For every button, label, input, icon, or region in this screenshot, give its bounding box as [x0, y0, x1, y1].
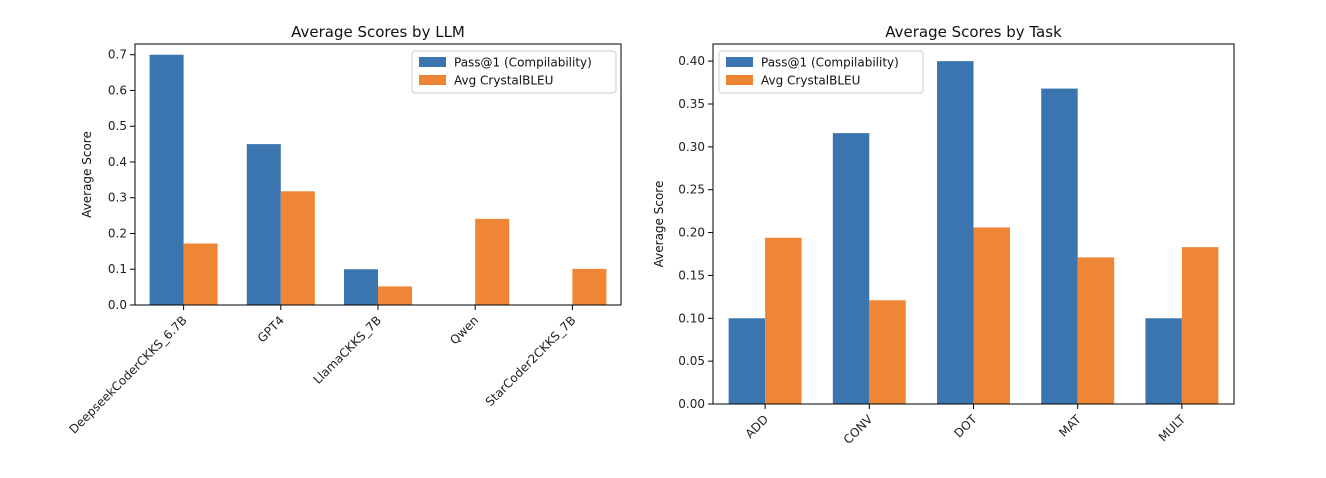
y-axis-label: Average Score — [80, 131, 94, 218]
legend-swatch — [726, 57, 753, 67]
y-tick-label: 0.25 — [678, 183, 705, 197]
bar-crystalbleu-gpt4 — [280, 191, 315, 305]
x-tick-label: MULT — [1156, 412, 1189, 445]
legend-label: Avg CrystalBLEU — [454, 74, 553, 88]
y-tick-label: 0.0 — [108, 298, 127, 312]
chart-title: Average Scores by LLM — [291, 23, 465, 41]
legend: Pass@1 (Compilability) Avg CrystalBLEU — [718, 50, 924, 94]
bar-crystalbleu-qwen — [475, 218, 510, 305]
y-tick-label: 0.3 — [108, 191, 127, 205]
legend-label: Pass@1 (Compilability) — [454, 56, 592, 70]
bar-crystalbleu-conv — [869, 300, 906, 404]
bar-crystalbleu-starcoder2ckks-7b — [572, 268, 607, 305]
y-tick-label: 0.20 — [678, 226, 705, 240]
y-axis-label: Average Score — [652, 181, 666, 268]
y-tick-label: 0.30 — [678, 140, 705, 154]
bar-pass-at-1-dot — [937, 61, 974, 405]
y-tick-label: 0.40 — [678, 54, 705, 68]
x-tick-label: DeepseekCoderCKKS_6.7B — [66, 313, 189, 436]
y-tick-label: 0.35 — [678, 97, 705, 111]
chart-1: Average Scores by Task 0.00 0.05 0.10 0.15 0.… — [652, 23, 1235, 447]
bar-pass-at-1-gpt4 — [246, 144, 281, 305]
x-tick-label: CONV — [841, 412, 876, 447]
legend: Pass@1 (Compilability) Avg CrystalBLEU — [411, 50, 617, 94]
x-tick-label: DOT — [951, 412, 980, 441]
plot-frame — [712, 43, 1235, 405]
legend-swatch — [726, 75, 753, 85]
legend-box — [718, 50, 924, 94]
x-tick-label: GPT4 — [255, 313, 287, 345]
chart-0: Average Scores by LLM 0.0 0.1 0.2 0.3 0.4 0.5 0… — [66, 23, 622, 436]
bar-pass-at-1-llamackks-7b — [343, 269, 378, 305]
x-tick-label: Qwen — [447, 313, 481, 347]
legend-label: Pass@1 (Compilability) — [761, 56, 899, 70]
bar-pass-at-1-mat — [1041, 88, 1078, 405]
bar-pass-at-1-mult — [1145, 318, 1182, 404]
bar-crystalbleu-deepseekcoderckks-6-7b — [183, 243, 218, 305]
y-tick-label: 0.15 — [678, 268, 705, 282]
x-tick-label: StarCoder2CKKS_7B — [483, 313, 579, 409]
bar-pass-at-1-deepseekcoderckks-6-7b — [149, 54, 184, 305]
y-tick-label: 0.10 — [678, 311, 705, 325]
x-tick-label: ADD — [742, 412, 771, 441]
bar-crystalbleu-mult — [1181, 247, 1219, 404]
bar-crystalbleu-mat — [1077, 257, 1115, 404]
legend-box — [411, 50, 617, 94]
chart-title: Average Scores by Task — [885, 23, 1062, 41]
bar-pass-at-1-conv — [832, 133, 870, 404]
legend-swatch — [419, 75, 446, 85]
bar-crystalbleu-llamackks-7b — [378, 286, 413, 305]
y-tick-label: 0.6 — [108, 83, 127, 97]
y-tick-label: 0.05 — [678, 354, 705, 368]
x-tick-label: LlamaCKKS_7B — [311, 313, 385, 387]
bar-crystalbleu-add — [765, 237, 802, 404]
y-tick-label: 0.5 — [108, 119, 127, 133]
x-tick-label: MAT — [1056, 412, 1084, 440]
y-tick-label: 0.1 — [108, 262, 127, 276]
legend-swatch — [419, 57, 446, 67]
y-tick-label: 0.00 — [678, 397, 705, 411]
y-tick-label: 0.2 — [108, 226, 127, 240]
y-tick-label: 0.4 — [108, 155, 127, 169]
plot-frame — [134, 43, 622, 306]
bar-crystalbleu-dot — [973, 227, 1010, 404]
legend-label: Avg CrystalBLEU — [761, 74, 860, 88]
bar-pass-at-1-add — [728, 318, 766, 404]
y-tick-label: 0.7 — [108, 48, 127, 62]
